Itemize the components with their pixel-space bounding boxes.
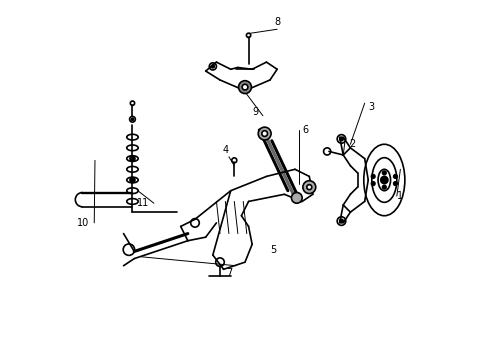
Circle shape: [130, 156, 135, 161]
Circle shape: [381, 176, 388, 184]
Text: 9: 9: [253, 107, 259, 117]
Circle shape: [292, 193, 302, 203]
Circle shape: [371, 182, 375, 185]
Circle shape: [383, 185, 386, 189]
Text: 7: 7: [226, 268, 232, 278]
Text: 8: 8: [274, 17, 280, 27]
Circle shape: [340, 219, 343, 223]
Circle shape: [130, 177, 135, 183]
Circle shape: [307, 185, 312, 190]
Text: 3: 3: [369, 102, 375, 112]
Circle shape: [131, 118, 134, 120]
Text: 1: 1: [397, 191, 403, 201]
Circle shape: [211, 65, 214, 68]
Text: 2: 2: [349, 139, 355, 149]
Text: 4: 4: [222, 145, 228, 155]
Text: 5: 5: [270, 245, 277, 255]
Circle shape: [258, 127, 271, 140]
Text: 11: 11: [137, 198, 149, 208]
Circle shape: [239, 81, 251, 94]
Circle shape: [340, 137, 343, 141]
Text: 10: 10: [77, 218, 90, 228]
Circle shape: [303, 181, 316, 194]
Text: 6: 6: [303, 125, 309, 135]
Circle shape: [393, 175, 397, 178]
Circle shape: [262, 131, 268, 136]
Circle shape: [383, 171, 386, 175]
Circle shape: [242, 84, 248, 90]
Circle shape: [371, 175, 375, 178]
Circle shape: [393, 182, 397, 185]
